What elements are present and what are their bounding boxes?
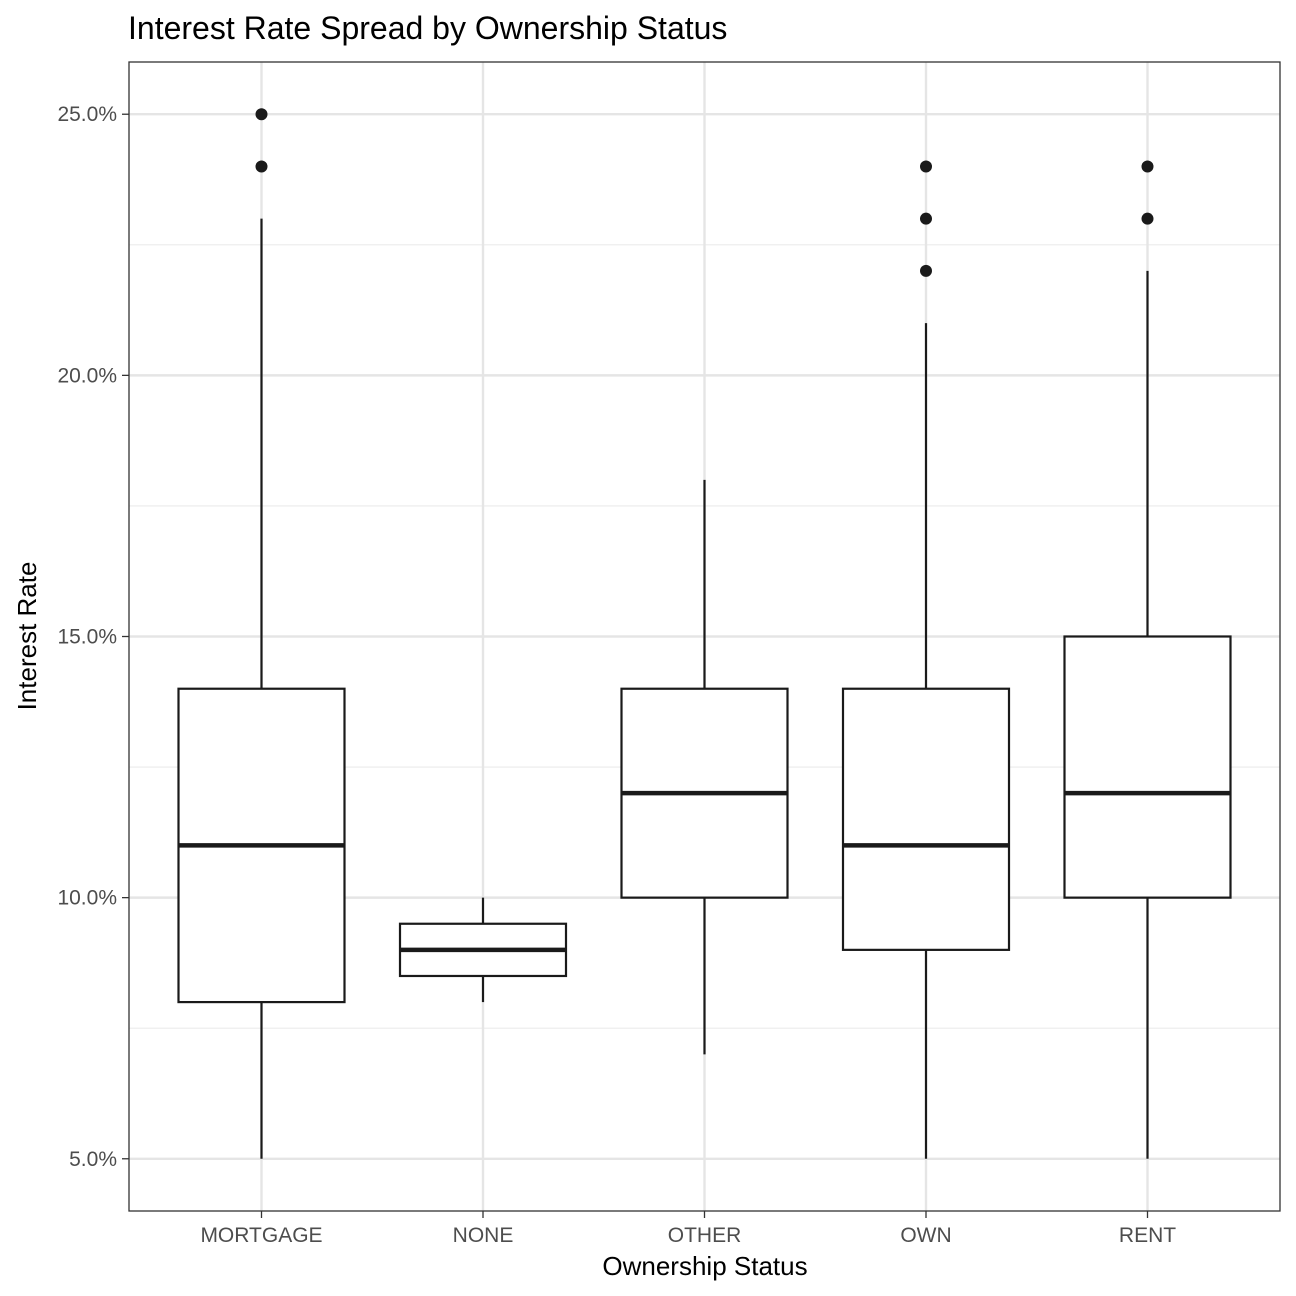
y-axis-title: Interest Rate — [12, 562, 42, 711]
x-axis-title: Ownership Status — [602, 1251, 807, 1281]
iqr-box — [841, 687, 1011, 951]
box-none — [398, 897, 568, 1003]
y-tick-label: 10.0% — [57, 887, 117, 910]
y-tick-label: 15.0% — [57, 626, 117, 649]
outlier-point — [255, 108, 268, 121]
boxes — [177, 108, 1232, 1159]
iqr-box — [1063, 635, 1232, 899]
outlier-point — [920, 264, 932, 277]
y-tick-label: 25.0% — [57, 103, 117, 126]
box-own — [841, 160, 1011, 1159]
box-rent — [1063, 160, 1232, 1159]
x-tick-label: MORTGAGE — [200, 1224, 322, 1247]
outlier-point — [920, 160, 932, 173]
y-axis: 5.0% 10.0% 15.0% 20.0% 25.0% — [57, 103, 129, 1171]
outlier-point — [1141, 160, 1154, 173]
x-tick-label: OWN — [900, 1224, 951, 1247]
box-other — [620, 479, 789, 1055]
x-tick-label: OTHER — [668, 1224, 742, 1247]
box-mortgage — [177, 108, 346, 1159]
y-tick-label: 5.0% — [69, 1148, 117, 1171]
outlier-point — [920, 212, 932, 225]
outlier-point — [255, 160, 268, 173]
x-axis: MORTGAGE NONE OTHER OWN RENT — [200, 1211, 1176, 1247]
x-tick-label: NONE — [453, 1224, 514, 1247]
chart-title: Interest Rate Spread by Ownership Status — [128, 10, 727, 46]
outlier-point — [1141, 212, 1154, 225]
x-tick-label: RENT — [1119, 1224, 1176, 1247]
y-tick-label: 20.0% — [57, 364, 117, 387]
